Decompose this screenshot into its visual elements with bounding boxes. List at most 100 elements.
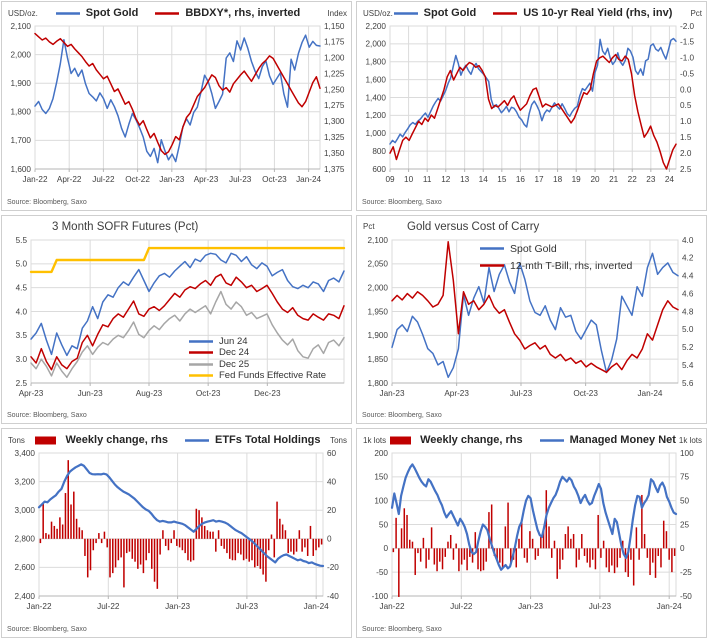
y-tick-label: 1,175 <box>324 38 345 47</box>
legend: Spot Gold US 10-yr Real Yield (rhs, inv) <box>393 7 672 19</box>
legend-entry: Weekly change, rhs <box>34 434 168 446</box>
series-line <box>389 37 677 145</box>
y-tick-label: 1,800 <box>11 108 32 117</box>
line-swatch-icon <box>185 439 209 442</box>
legend-label: Weekly change, rhs <box>420 434 523 447</box>
x-tick-label: Jan-23 <box>518 602 543 611</box>
x-tick-label: Jan-22 <box>26 602 51 611</box>
source-text: Source: Bloomberg, Saxo <box>7 412 87 420</box>
y-tick-label: 2.5 <box>680 165 692 174</box>
legend: Weekly change, rhs ETFs Total Holdings <box>35 434 321 446</box>
chart-title: Gold versus Cost of Carry <box>407 220 540 233</box>
plot-area: 2,100 2,050 2,000 1,950 1,900 1,850 1,800 4.0 4.… <box>357 235 706 412</box>
x-tick-label: Jan-23 <box>379 389 404 398</box>
y-tick-label: 1.0 <box>680 117 692 126</box>
chart-header: Pct Gold versus Cost of Carry <box>357 216 706 235</box>
x-tick-label: 20 <box>591 175 601 184</box>
x-tick-label: 23 <box>646 175 656 184</box>
plot-area: 2,200 2,000 1,800 1,600 1,400 1,200 1,000 800 60… <box>357 21 706 198</box>
legend-entry: Spot Gold <box>393 7 477 19</box>
plot-canvas: 2,200 2,000 1,800 1,600 1,400 1,200 1,000 800 60… <box>366 22 695 184</box>
y-tick-label: 25 <box>680 521 690 530</box>
legend-label: Managed Money Net <box>569 434 676 447</box>
legend-label: Jun 24 <box>219 335 248 347</box>
y-tick-label: 200 <box>374 449 388 458</box>
x-tick-label: Oct-23 <box>262 175 287 184</box>
y-tick-label: 2,000 <box>366 40 387 49</box>
legend-entry: Managed Money Net <box>539 434 676 446</box>
legend-label: Spot Gold <box>85 7 139 19</box>
y-tick-label: -2.0 <box>680 22 695 31</box>
y-tick-label: 40 <box>327 478 337 487</box>
y-tick-label: 150 <box>374 473 388 482</box>
y-tick-label: 2,100 <box>368 235 389 244</box>
y-tick-label: 1,350 <box>324 149 345 158</box>
x-tick-label: Jul-22 <box>97 602 120 611</box>
x-tick-label: Apr-23 <box>194 175 219 184</box>
x-tick-label: Oct-23 <box>573 389 598 398</box>
line-swatch-icon <box>189 363 213 366</box>
y-tick-label: 1,225 <box>324 69 345 78</box>
x-tick-label: Jan-24 <box>296 175 321 184</box>
plot-border <box>34 25 321 170</box>
series-bars <box>392 490 676 598</box>
left-axis-unit: USD/oz. <box>363 8 393 18</box>
y-tick-label: 1,950 <box>368 307 389 316</box>
legend-label: Dec 25 <box>219 358 250 370</box>
series-line <box>34 32 321 156</box>
legend-label: 12-mth T-Bill, rhs, inverted <box>510 259 633 272</box>
legend-label: Spot Gold <box>510 242 557 255</box>
x-tick-label: 11 <box>423 175 432 184</box>
x-tick-label: Jan-23 <box>159 175 184 184</box>
chart-header: Tons Weekly change, rhs ETFs Total Holdin… <box>2 429 351 448</box>
y-tick-label: 1,700 <box>11 136 32 145</box>
header-center: 3 Month SOFR Futures (Pct) <box>52 221 303 233</box>
plot-canvas: 3,400 3,200 3,000 2,800 2,600 2,400 60 40 20 0 -20… <box>15 449 340 611</box>
x-tick-label: Jul-23 <box>510 389 533 398</box>
y-tick-label: 4.4 <box>682 271 694 280</box>
y-tick-label: 2,200 <box>366 22 387 31</box>
panel-gold-vs-dollar: USD/oz. Spot Gold BBDXY*, rhs, inverted I… <box>1 1 352 211</box>
x-tick-label: Jan-24 <box>637 389 662 398</box>
y-tick-label: 5.2 <box>682 343 694 352</box>
legend-entry: BBDXY*, rhs, inverted <box>154 7 300 19</box>
x-tick-label: Apr-23 <box>444 389 469 398</box>
y-tick-label: -100 <box>372 592 389 601</box>
left-axis-unit: 1k lots <box>363 435 387 445</box>
source-text: Source: Bloomberg, Saxo <box>7 626 87 633</box>
x-tick-label: Oct-22 <box>125 175 150 184</box>
legend-entry: Weekly change, rhs <box>389 434 523 446</box>
y-tick-label: 100 <box>680 449 694 458</box>
line-swatch-icon <box>189 374 213 378</box>
panel-gold-vs-cost-of-carry: Pct Gold versus Cost of Carry 2,100 2,050… <box>356 214 707 425</box>
series-line <box>391 240 679 373</box>
y-tick-label: 1,600 <box>11 165 32 174</box>
y-tick-label: 4.2 <box>682 253 694 262</box>
y-tick-label: 2,050 <box>368 259 389 268</box>
legend: Weekly change, rhs Managed Money Net <box>390 434 676 446</box>
y-tick-label: 5.4 <box>682 361 694 370</box>
series-line <box>30 290 345 378</box>
header-center: Spot Gold BBDXY*, rhs, inverted <box>52 7 303 19</box>
y-tick-label: -1.0 <box>680 54 695 63</box>
series-line <box>30 273 345 371</box>
line-swatch-icon <box>189 351 213 355</box>
chart-header: USD/oz. Spot Gold BBDXY*, rhs, inverted I… <box>2 2 351 21</box>
source-text: Source: Bloomberg, Saxo <box>362 198 442 206</box>
header-center: Weekly change, rhs Managed Money Net <box>390 434 676 446</box>
legend-label: Dec 24 <box>219 347 250 359</box>
panel-gold-vs-real-yield: USD/oz. Spot Gold US 10-yr Real Yield (rh… <box>356 1 707 211</box>
y-tick-label: 2,100 <box>11 22 32 31</box>
legend-label: Spot Gold <box>423 7 477 19</box>
y-tick-label: 2.5 <box>16 378 28 387</box>
y-tick-label: 2,600 <box>15 564 36 573</box>
panel-sofr-futures: 3 Month SOFR Futures (Pct) 5.5 5.0 4.5 4.0 3… <box>1 214 352 425</box>
plot-area: 5.5 5.0 4.5 4.0 3.5 3.0 2.5 Apr-23 Jun-23 Aug-23 O… <box>2 235 351 412</box>
x-tick-label: Jul-23 <box>589 602 612 611</box>
x-tick-label: Apr-23 <box>19 389 44 398</box>
source-text: Source: Bloomberg, Saxo <box>362 412 442 420</box>
y-tick-label: 0.0 <box>680 85 692 94</box>
x-tick-label: 24 <box>665 175 675 184</box>
series-line <box>390 463 678 572</box>
y-tick-label: 60 <box>327 449 337 458</box>
